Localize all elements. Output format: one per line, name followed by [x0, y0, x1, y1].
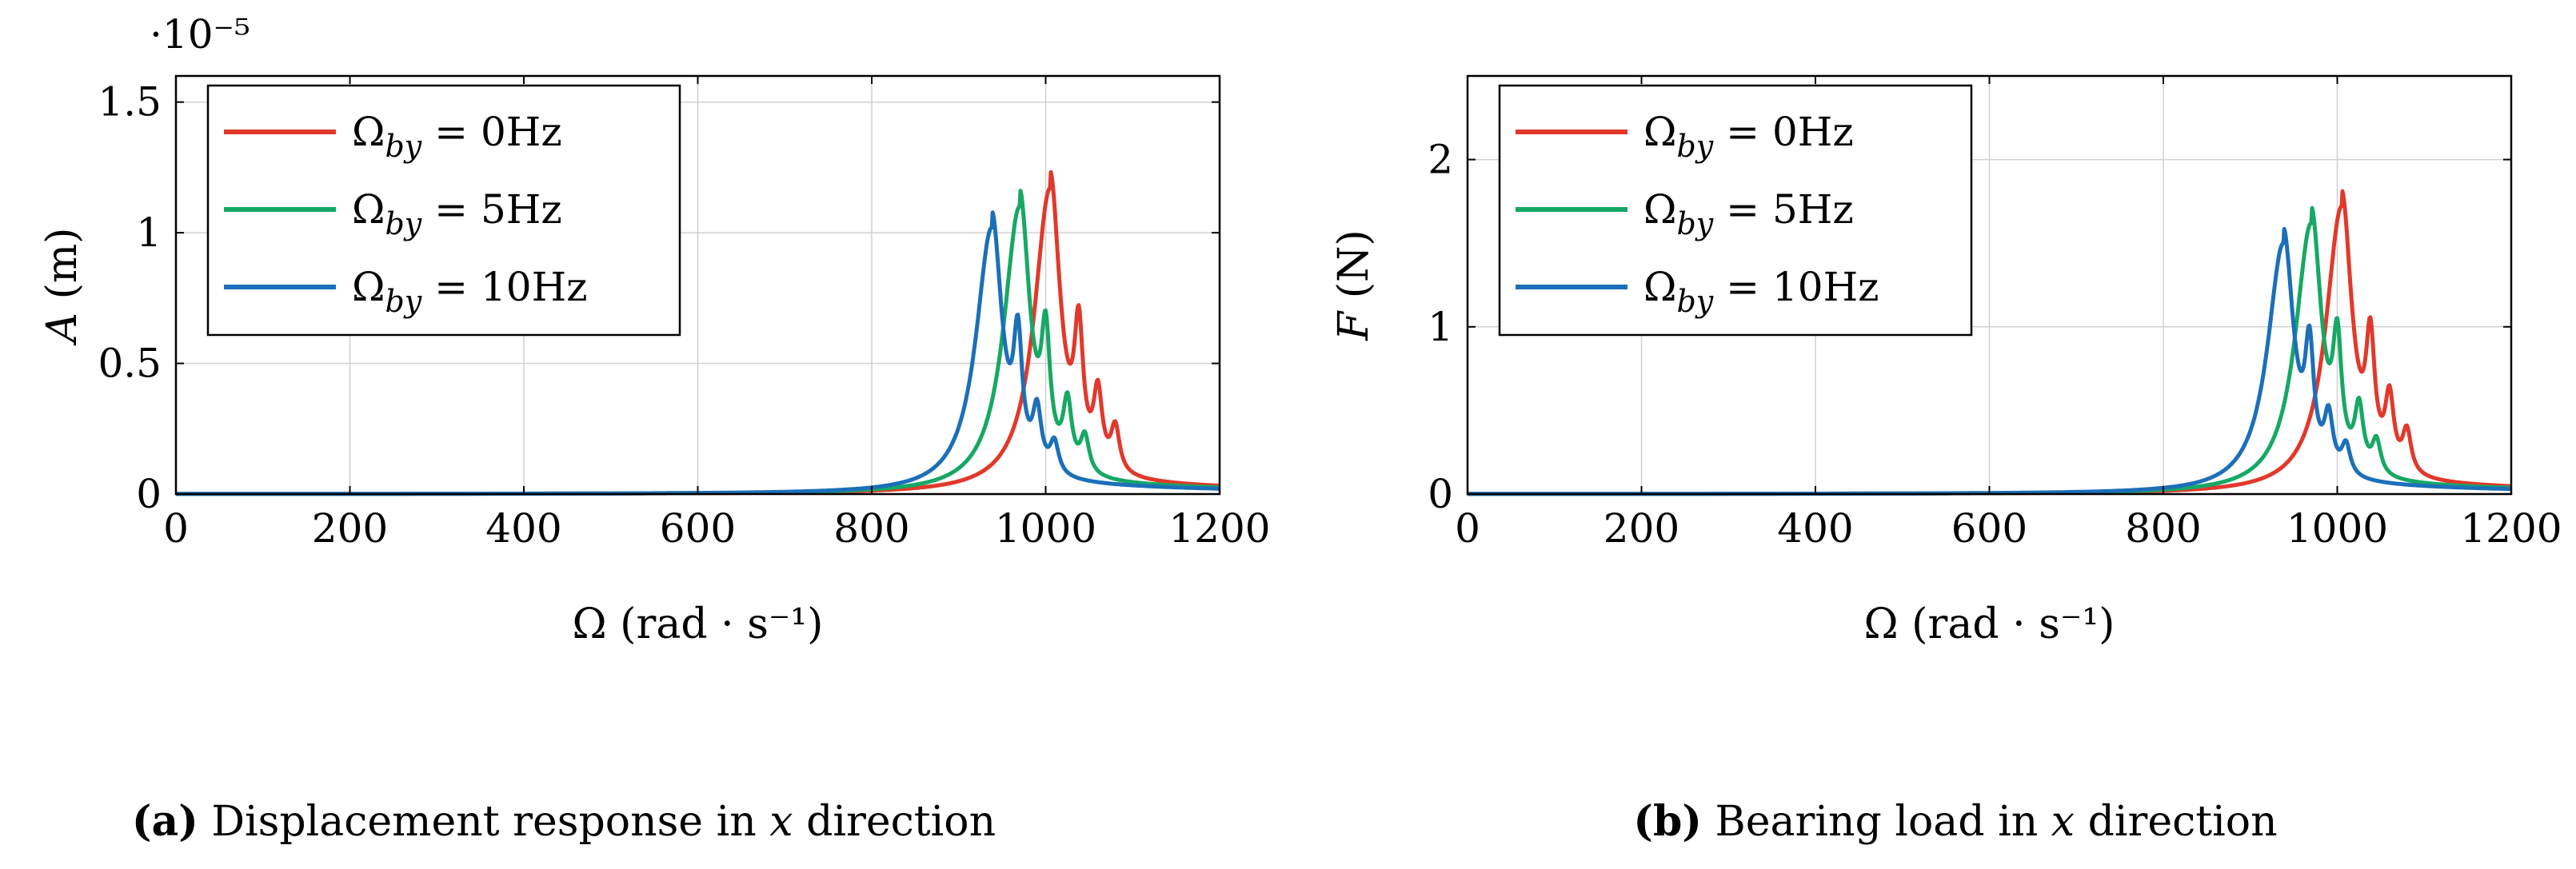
legend-label-2: Ωby = 10Hz — [1643, 264, 1879, 319]
legend-label-1: Ωby = 5Hz — [1643, 186, 1854, 241]
x-tick-label: 0 — [1455, 505, 1480, 552]
y-tick-label: 0 — [1428, 471, 1453, 517]
y-axis-title: F (N) — [1330, 229, 1378, 341]
legend-symbol: Ω — [352, 264, 385, 310]
legend-symbol: Ω — [1643, 109, 1676, 155]
y-axis-title: A (m) — [38, 228, 86, 346]
y-axis-title-variable: F — [1330, 310, 1378, 341]
legend-subscript: by — [1676, 284, 1713, 319]
legend-symbol: Ω — [1643, 264, 1676, 310]
legend-value: = 0Hz — [421, 109, 561, 155]
legend-symbol: Ω — [352, 186, 385, 233]
y-tick-label: 1.5 — [98, 79, 162, 126]
caption-tail: direction — [2075, 798, 2278, 846]
legend-value: = 5Hz — [1713, 186, 1853, 233]
caption-tail: direction — [793, 798, 996, 846]
legend-symbol: Ω — [352, 109, 385, 155]
legend-subscript: by — [1676, 206, 1713, 241]
x-axis-title: Ω (rad · s⁻¹) — [573, 600, 824, 648]
caption-variable: x — [2051, 798, 2075, 846]
legend-subscript: by — [385, 284, 421, 319]
legend-value: = 0Hz — [1713, 109, 1853, 155]
chart-panel-b: 0 200 400 600 800 1000 1200 0 1 2 Ω (rad · s⁻¹) F (… — [1330, 74, 2562, 648]
y-tick-label: 0 — [136, 471, 162, 517]
caption-tag: (a) — [132, 797, 198, 846]
caption-a: (a) Displacement response in x direction — [132, 797, 996, 846]
y-tick-label: 2 — [1428, 137, 1453, 183]
legend-label-1: Ωby = 5Hz — [352, 186, 562, 241]
x-tick-label: 600 — [1951, 505, 2027, 552]
x-axis-title: Ω (rad · s⁻¹) — [1864, 600, 2115, 648]
legend-value: = 10Hz — [421, 264, 587, 310]
caption-text: Bearing load in — [1702, 798, 2051, 846]
x-tick-label: 800 — [2125, 505, 2201, 552]
y-axis-title-variable: A — [38, 313, 86, 346]
x-tick-label: 400 — [1777, 505, 1853, 552]
x-tick-label: 800 — [833, 505, 909, 552]
x-tick-label: 0 — [163, 505, 189, 552]
x-tick-label: 400 — [485, 505, 561, 552]
y-tick-label: 1 — [136, 209, 162, 256]
legend-label-2: Ωby = 10Hz — [352, 264, 588, 319]
y-tick-label: 1 — [1428, 304, 1453, 350]
legend-label-0: Ωby = 0Hz — [1643, 109, 1854, 164]
y-axis-title-unit: (N) — [1330, 229, 1378, 312]
x-tick-label: 200 — [1604, 505, 1679, 552]
legend-value: = 5Hz — [421, 186, 561, 233]
legend-subscript: by — [385, 206, 421, 241]
y-axis-title-unit: (m) — [38, 228, 86, 313]
y-tick-label: 0.5 — [98, 341, 162, 387]
caption-tag: (b) — [1633, 797, 1702, 846]
x-tick-label: 1200 — [2460, 505, 2562, 552]
x-tick-label: 200 — [312, 505, 388, 552]
legend-label-0: Ωby = 0Hz — [352, 109, 562, 164]
x-tick-label: 1000 — [995, 505, 1096, 552]
legend-value: = 10Hz — [1713, 264, 1879, 310]
y-axis-multiplier: ·10⁻⁵ — [150, 11, 250, 58]
caption-b: (b) Bearing load in x direction — [1633, 797, 2277, 846]
chart-panel-a: 0 200 400 600 800 1000 1200 0 0.5 1 1.5 ·10⁻⁵ Ω (rad… — [38, 11, 1271, 648]
x-tick-label: 1200 — [1168, 505, 1270, 552]
legend-symbol: Ω — [1643, 186, 1676, 233]
legend-subscript: by — [1676, 129, 1713, 164]
caption-text: Displacement response in — [198, 798, 769, 846]
caption-variable: x — [769, 798, 793, 846]
x-tick-label: 600 — [660, 505, 736, 552]
legend-subscript: by — [385, 129, 421, 164]
x-tick-label: 1000 — [2286, 505, 2388, 552]
